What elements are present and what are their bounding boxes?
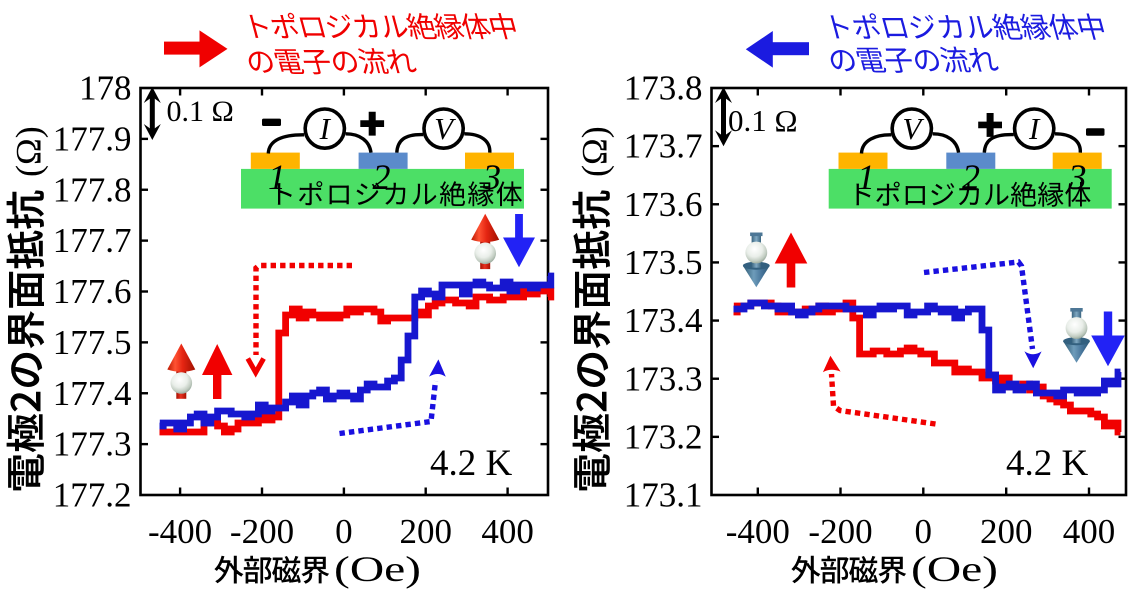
svg-text:0.1 Ω: 0.1 Ω [728,103,798,138]
svg-text:2: 2 [962,157,980,197]
svg-text:173.8: 173.8 [624,69,703,108]
svg-text:177.9: 177.9 [53,120,132,159]
svg-text:200: 200 [399,512,452,551]
svg-text:1: 1 [268,157,286,197]
svg-text:173.6: 173.6 [624,185,703,224]
svg-text:(Ω): (Ω) [575,126,615,177]
svg-text:178: 178 [79,69,132,108]
svg-text:-200: -200 [230,512,294,551]
svg-text:173.3: 173.3 [624,359,703,398]
svg-text:I: I [1028,111,1041,146]
svg-text:177.4: 177.4 [53,374,132,413]
svg-text:(Oe): (Oe) [334,549,421,589]
svg-text:V: V [434,111,456,146]
svg-text:0: 0 [335,512,353,551]
svg-text:-400: -400 [726,512,790,551]
svg-text:400: 400 [481,512,534,551]
svg-text:173.2: 173.2 [624,418,703,457]
svg-text:177.3: 177.3 [53,425,132,464]
svg-text:1: 1 [857,157,875,197]
svg-text:173.4: 173.4 [624,301,703,340]
svg-text:177.8: 177.8 [53,170,132,209]
svg-text:(Oe): (Oe) [911,549,998,589]
svg-text:-200: -200 [808,512,872,551]
svg-text:173.5: 173.5 [624,243,703,282]
svg-text:I: I [319,111,332,146]
svg-text:177.7: 177.7 [53,221,132,260]
svg-text:4.2 K: 4.2 K [1006,443,1089,484]
svg-text:4.2 K: 4.2 K [430,443,513,484]
svg-text:0.1 Ω: 0.1 Ω [167,95,234,128]
svg-text:177.5: 177.5 [53,323,132,362]
svg-text:173.7: 173.7 [624,127,703,166]
svg-text:200: 200 [980,512,1033,551]
svg-text:2: 2 [373,157,391,197]
svg-text:-400: -400 [148,512,212,551]
svg-text:0: 0 [915,512,933,551]
svg-text:(Ω): (Ω) [9,126,49,177]
svg-text:400: 400 [1063,512,1116,551]
svg-text:177.6: 177.6 [53,272,132,311]
svg-text:173.1: 173.1 [624,476,703,515]
svg-text:177.2: 177.2 [53,476,132,515]
svg-text:V: V [902,111,924,146]
